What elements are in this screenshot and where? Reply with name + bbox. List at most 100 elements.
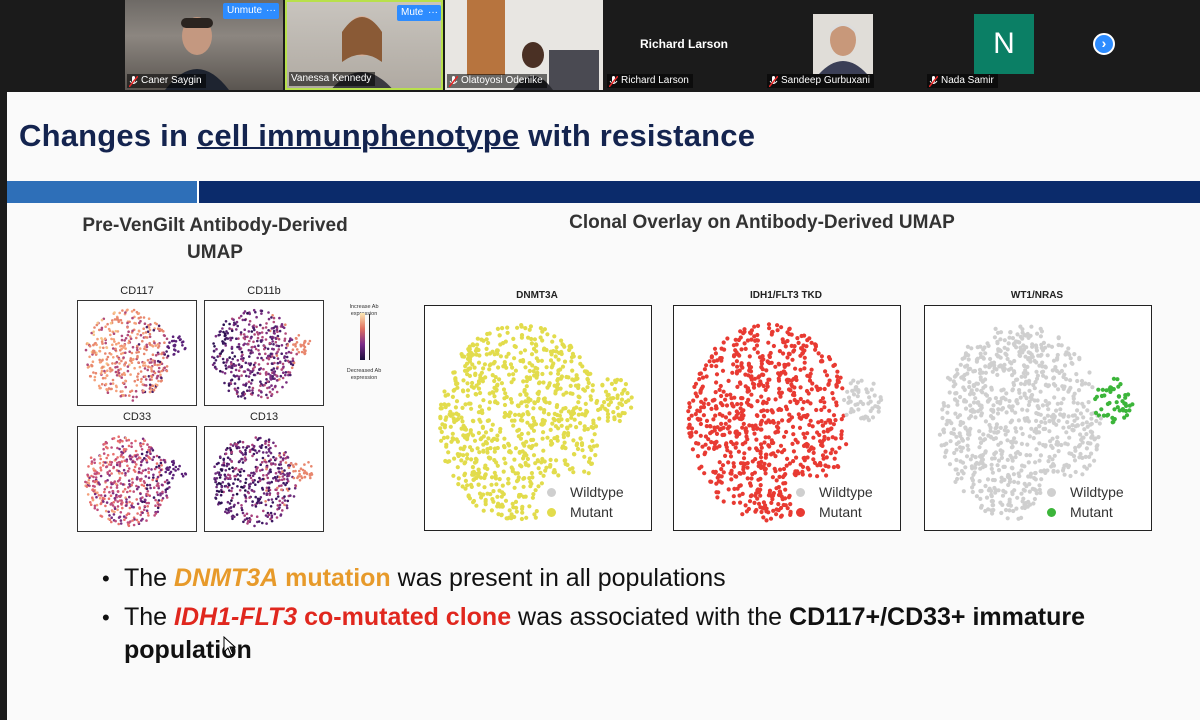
umap-point [618, 378, 623, 383]
more-options-button[interactable]: ··· [425, 5, 441, 21]
umap-point [718, 383, 723, 389]
umap-point [819, 407, 824, 412]
umap-point [456, 482, 461, 487]
umap-point [987, 365, 992, 370]
umap-point [285, 381, 288, 384]
umap-point [298, 478, 302, 482]
umap-point [963, 364, 968, 369]
umap-point [1050, 457, 1055, 462]
umap-point [267, 486, 271, 489]
umap-point [105, 465, 108, 469]
umap-point [495, 326, 500, 331]
umap-point [255, 468, 258, 471]
umap-point [474, 346, 479, 352]
umap-point [130, 445, 133, 448]
umap-point [240, 395, 243, 398]
umap-point [445, 459, 450, 464]
umap-point [528, 484, 533, 489]
participant-tile-richard[interactable]: Richard Larson Richard Larson [605, 0, 763, 90]
umap-point [474, 383, 479, 388]
umap-point [264, 338, 268, 341]
umap-point [117, 469, 120, 473]
umap-point [1033, 426, 1039, 431]
umap-point [245, 374, 248, 378]
umap-point [170, 339, 174, 343]
participant-tile-sandeep[interactable]: Sandeep Gurbuxani [765, 0, 923, 90]
umap-point [1036, 411, 1041, 417]
umap-point [712, 428, 717, 433]
umap-point [1014, 377, 1019, 382]
umap-point [228, 489, 231, 492]
umap-point [1051, 462, 1056, 467]
umap-point [465, 381, 470, 386]
mute-button[interactable]: Mute [397, 5, 428, 21]
umap-point [150, 468, 153, 471]
participant-tile-olatoyosi[interactable]: Olatoyosi Odenike [445, 0, 603, 90]
umap-point [135, 477, 139, 481]
umap-point [790, 384, 795, 389]
umap-point [532, 373, 537, 378]
umap-point [617, 418, 622, 424]
umap-point [1051, 375, 1057, 380]
umap-point [116, 330, 120, 333]
umap-point [821, 437, 827, 442]
umap-point [463, 427, 469, 432]
umap-point [266, 481, 269, 485]
umap-point [958, 394, 963, 400]
umap-point [790, 357, 795, 362]
umap-point [519, 333, 525, 338]
umap-point [172, 352, 176, 356]
umap-point [598, 406, 603, 411]
umap-point [163, 460, 167, 464]
umap-point [299, 343, 302, 347]
left-panel-heading: Pre-VenGilt Antibody-Derived UMAP [65, 212, 365, 266]
umap-point [126, 333, 130, 337]
umap-point [140, 452, 144, 456]
umap-point [828, 420, 833, 425]
umap-point [481, 442, 486, 447]
umap-point [472, 477, 477, 482]
umap-point [529, 341, 534, 346]
umap-point [120, 334, 124, 338]
umap-point [708, 431, 713, 436]
umap-point [535, 373, 540, 378]
umap-point [236, 359, 240, 362]
umap-point [240, 508, 244, 512]
umap-point [766, 322, 772, 327]
umap-point [472, 438, 478, 443]
umap-point [519, 413, 524, 419]
umap-point [798, 353, 803, 358]
umap-point [790, 424, 796, 429]
umap-point [292, 476, 296, 480]
umap-point [181, 474, 185, 478]
umap-point [289, 462, 293, 465]
umap-point [128, 394, 131, 397]
umap-point [526, 399, 531, 404]
umap-point [951, 384, 956, 389]
umap-point [285, 355, 289, 359]
umap-point [144, 364, 147, 367]
umap-point [98, 349, 102, 353]
umap-point [240, 451, 244, 455]
more-options-button[interactable]: ··· [263, 3, 279, 19]
umap-point [798, 385, 803, 390]
umap-point [775, 323, 780, 328]
umap-point [591, 444, 596, 449]
umap-point [940, 407, 945, 412]
participant-tile-caner[interactable]: Unmute ··· Caner Saygin [125, 0, 283, 90]
umap-point [254, 495, 257, 499]
umap-point [1056, 418, 1061, 423]
umap-point [107, 497, 111, 500]
umap-point [113, 510, 116, 514]
participant-tile-vanessa[interactable]: Mute ··· Vanessa Kennedy [285, 0, 443, 90]
umap-point [495, 437, 500, 442]
participant-tile-nada[interactable]: N Nada Samir [925, 0, 1083, 90]
umap-point [279, 460, 282, 464]
umap-point [156, 363, 159, 367]
umap-point [228, 502, 232, 505]
unmute-button[interactable]: Unmute [223, 3, 267, 19]
muted-mic-icon [768, 74, 779, 88]
title-band [7, 181, 1200, 203]
umap-point [940, 415, 945, 421]
next-page-chevron-icon[interactable]: › [1093, 33, 1115, 55]
